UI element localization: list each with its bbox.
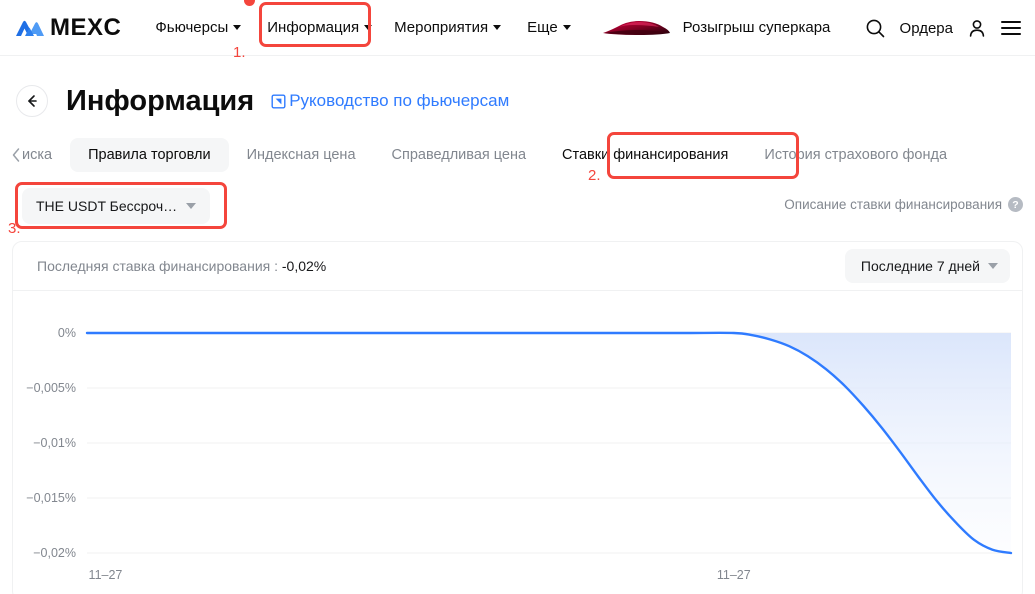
last-funding-rate: Последняя ставка финансирования : -0,02% [37, 258, 326, 274]
chevron-down-icon [988, 263, 998, 269]
mexc-logo[interactable]: MEXC [14, 14, 121, 42]
chart-y-axis-labels: 0% −0,005% −0,01% −0,015% −0,02% [26, 326, 76, 560]
funding-rate-chart-card: Последняя ставка финансирования : -0,02%… [12, 241, 1023, 594]
tab-trading-rules[interactable]: Правила торговли [70, 138, 229, 172]
mexc-logo-text: MEXC [50, 13, 122, 41]
chevron-down-icon [364, 25, 373, 30]
chart-line-series [85, 331, 1013, 555]
chart-area-fill [87, 332, 1011, 553]
mexc-logo-icon [16, 20, 44, 36]
nav-item-futures-label: Фьючерсы [155, 19, 229, 36]
funding-rate-description-link[interactable]: Описание ставки финансирования ? [784, 197, 1023, 212]
nav-item-more[interactable]: Еще [527, 13, 571, 42]
svg-text:−0,005%: −0,005% [26, 381, 76, 395]
svg-text:11–27: 11–27 [717, 568, 751, 582]
chevron-down-icon [186, 203, 196, 209]
top-navigation-bar: MEXC Фьючерсы Информация Мероприятия Еще [0, 0, 1035, 56]
nav-item-more-label: Еще [527, 19, 558, 36]
tab-index-price[interactable]: Индексная цена [246, 147, 356, 163]
orders-link[interactable]: Ордера [899, 19, 953, 37]
svg-text:−0,01%: −0,01% [33, 436, 76, 450]
chevron-down-icon [233, 25, 242, 30]
symbol-dropdown[interactable]: THE USDT Бессрочн... [22, 188, 210, 224]
chevron-down-icon [562, 25, 571, 30]
question-mark-icon: ? [1008, 197, 1023, 212]
last-funding-rate-value: -0,02% [281, 258, 327, 274]
svg-text:−0,02%: −0,02% [33, 546, 76, 560]
chevron-down-icon [493, 25, 502, 30]
book-guide-icon [271, 94, 286, 109]
page-title: Информация [66, 84, 255, 117]
arrow-left-icon [28, 95, 37, 107]
nav-item-events-label: Мероприятия [394, 19, 489, 36]
chart-x-axis-labels: 11–27 11–27 [89, 568, 751, 582]
selector-row: THE USDT Бессрочн... Описание ставки фин… [0, 186, 1035, 226]
tab-funding-rates[interactable]: Ставки финансирования [562, 147, 729, 163]
chevron-left-icon[interactable] [10, 145, 22, 165]
page-header: Информация Руководство по фьючерсам [0, 78, 1035, 124]
supercar-icon [602, 20, 670, 35]
supercar-giveaway-label: Розыгрыш суперкара [682, 19, 831, 36]
futures-guide-link[interactable]: Руководство по фьючерсам [270, 91, 509, 111]
svg-text:11–27: 11–27 [89, 568, 123, 582]
time-range-value: Последние 7 дней [860, 258, 980, 274]
svg-text:0%: 0% [58, 326, 76, 340]
main-nav-links: Фьючерсы Информация Мероприятия Еще [155, 13, 830, 42]
back-button[interactable] [16, 85, 48, 117]
hamburger-menu-icon[interactable] [1001, 17, 1021, 38]
tab-insurance-fund-history[interactable]: История страхового фонда [764, 147, 948, 163]
chart-svg: 0% −0,005% −0,01% −0,015% −0,02% 11–27 11–27 [26, 326, 1013, 582]
supercar-giveaway-banner[interactable]: Розыгрыш суперкара [599, 15, 831, 41]
nav-right-actions: Ордера [865, 0, 1025, 56]
last-funding-rate-label: Последняя ставка финансирования : [37, 258, 278, 274]
funding-rate-description-label: Описание ставки финансирования [784, 197, 1002, 212]
futures-guide-label: Руководство по фьючерсам [289, 91, 510, 110]
tab-fair-price[interactable]: Справедливая цена [391, 147, 527, 163]
nav-item-futures[interactable]: Фьючерсы [155, 13, 242, 42]
svg-text:−0,015%: −0,015% [26, 491, 76, 505]
tab-list-truncated[interactable]: иска [22, 147, 53, 163]
time-range-dropdown[interactable]: Последние 7 дней [844, 249, 1010, 283]
nav-item-events[interactable]: Мероприятия [394, 13, 502, 42]
symbol-dropdown-value: THE USDT Бессрочн... [36, 198, 178, 214]
nav-item-information-label: Информация [267, 19, 360, 36]
nav-item-information[interactable]: Информация [267, 13, 373, 42]
section-tabs: иска Правила торговли Индексная цена Спр… [0, 134, 1035, 176]
funding-rate-chart-plot[interactable]: 0% −0,005% −0,01% −0,015% −0,02% 11–27 11–27 [13, 291, 1022, 594]
chart-card-header: Последняя ставка финансирования : -0,02%… [13, 242, 1022, 291]
search-icon[interactable] [865, 18, 886, 39]
user-account-icon[interactable] [967, 18, 987, 39]
